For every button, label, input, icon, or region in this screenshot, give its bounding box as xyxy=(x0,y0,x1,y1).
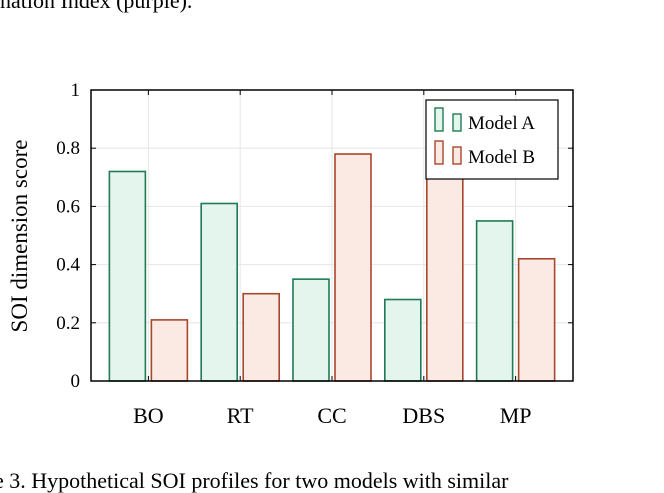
legend-box xyxy=(425,99,559,180)
bar-model-a xyxy=(384,298,422,382)
x-tick-label: RT xyxy=(227,403,254,428)
legend-swatch-model-b-2 xyxy=(452,146,462,165)
bars xyxy=(108,153,556,382)
y-tick-label: 0.8 xyxy=(56,138,80,159)
y-tick-label: 1 xyxy=(71,80,81,101)
y-tick-label: 0 xyxy=(71,371,81,392)
legend-label-model-a: Model A xyxy=(468,113,535,134)
y-tick-label: 0.6 xyxy=(56,196,80,217)
bar-model-a xyxy=(292,278,330,382)
x-tick-labels: BO RT CC DBS MP xyxy=(133,403,531,428)
x-tick-label: MP xyxy=(500,403,532,428)
y-tick-label: 0.2 xyxy=(56,313,80,334)
bar-model-b xyxy=(517,257,556,382)
x-tick-label: DBS xyxy=(402,403,445,428)
legend-label-model-b: Model B xyxy=(468,147,535,168)
bar-model-a xyxy=(108,170,147,382)
bar-model-b xyxy=(426,173,464,382)
y-tick-label: 0.4 xyxy=(56,255,80,276)
y-tick-labels: 0 0.2 0.4 0.6 0.8 1 xyxy=(56,80,80,392)
y-axis-title: SOI dimension score xyxy=(7,140,32,333)
x-tick-label: CC xyxy=(317,403,346,428)
legend-swatch-model-a-1 xyxy=(434,107,444,132)
axis-ticks xyxy=(91,89,573,382)
legend-swatch-model-a-2 xyxy=(452,113,462,132)
figure-caption: e 3. Hypothetical SOI profiles for two m… xyxy=(0,468,509,493)
x-tick-label: BO xyxy=(133,403,164,428)
bar-model-b xyxy=(334,153,372,382)
legend: Model A Model B xyxy=(425,99,559,180)
bar-model-b xyxy=(150,319,189,382)
preceding-text-fragment: nation Index (purple). xyxy=(0,0,193,13)
bar-model-a xyxy=(475,220,514,382)
bar-model-b xyxy=(242,292,280,382)
legend-swatch-model-b-1 xyxy=(434,140,444,165)
bar-model-a xyxy=(200,202,238,382)
